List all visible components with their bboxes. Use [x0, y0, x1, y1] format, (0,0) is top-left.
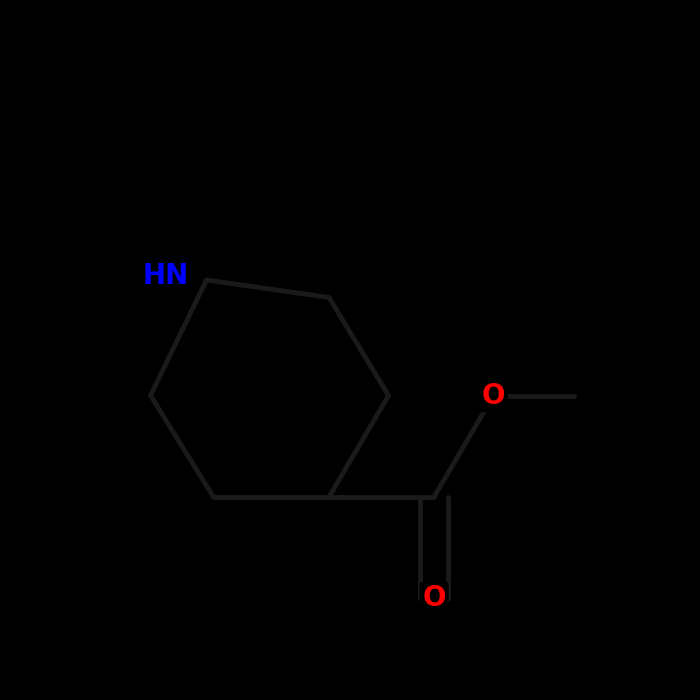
Text: HN: HN [143, 262, 189, 290]
Text: O: O [422, 584, 446, 612]
Text: O: O [482, 382, 505, 409]
